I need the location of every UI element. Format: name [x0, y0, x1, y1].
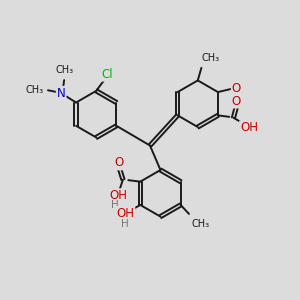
Text: H: H — [121, 219, 129, 229]
Text: OH: OH — [116, 207, 134, 220]
Text: Cl: Cl — [102, 68, 113, 81]
Text: O: O — [232, 82, 241, 95]
Text: CH₃: CH₃ — [191, 219, 209, 229]
Text: CH₃: CH₃ — [26, 85, 44, 95]
Text: O: O — [114, 156, 123, 169]
Text: OH: OH — [110, 189, 128, 202]
Text: CH₃: CH₃ — [55, 65, 73, 75]
Text: O: O — [232, 94, 241, 107]
Text: N: N — [57, 87, 65, 100]
Text: H: H — [111, 200, 119, 210]
Text: CH₃: CH₃ — [202, 52, 220, 62]
Text: OH: OH — [240, 122, 258, 134]
